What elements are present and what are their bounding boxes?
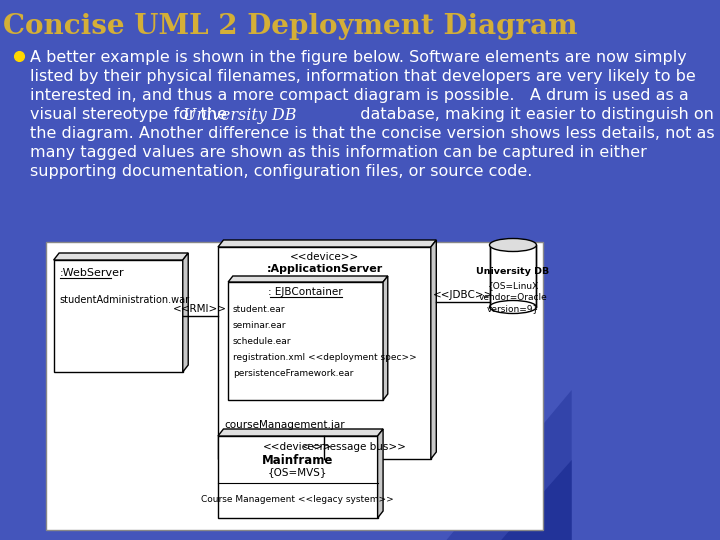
Text: registration.xml <<deployment spec>>: registration.xml <<deployment spec>>: [233, 353, 417, 361]
Polygon shape: [218, 429, 383, 436]
Text: <<message bus>>: <<message bus>>: [302, 442, 406, 452]
Polygon shape: [446, 390, 572, 540]
Bar: [53, 260, 183, 372]
Text: {OS=LinuX: {OS=LinuX: [487, 281, 539, 291]
Ellipse shape: [490, 300, 536, 314]
Text: : EJBContainer: : EJBContainer: [269, 287, 343, 297]
Polygon shape: [501, 460, 572, 540]
Text: schedule.ear: schedule.ear: [233, 336, 292, 346]
Text: Concise UML 2 Deployment Diagram: Concise UML 2 Deployment Diagram: [3, 12, 577, 39]
Text: :ApplicationServer: :ApplicationServer: [266, 264, 382, 274]
Ellipse shape: [490, 239, 536, 252]
Text: visual stereotype for the                          database, making it easier to: visual stereotype for the database, maki…: [30, 107, 714, 122]
Text: {OS=MVS}: {OS=MVS}: [268, 467, 328, 477]
Text: University DB: University DB: [477, 267, 549, 275]
Bar: [490, 245, 536, 307]
Bar: [218, 247, 431, 459]
Bar: [46, 242, 543, 530]
Polygon shape: [228, 276, 388, 282]
Text: courseManagement.jar: courseManagement.jar: [224, 420, 345, 430]
Polygon shape: [183, 253, 188, 372]
Bar: [228, 282, 383, 400]
Bar: [218, 436, 377, 518]
Text: <<device>>: <<device>>: [264, 442, 333, 452]
Text: many tagged values are shown as this information can be captured in either: many tagged values are shown as this inf…: [30, 145, 647, 160]
Text: studentAdministration.war: studentAdministration.war: [60, 295, 190, 305]
Text: the diagram. Another difference is that the concise version shows less details, : the diagram. Another difference is that …: [30, 126, 715, 141]
Polygon shape: [218, 240, 436, 247]
Polygon shape: [383, 276, 388, 400]
Text: {OS=Solaris}: {OS=Solaris}: [288, 275, 361, 285]
Text: student.ear: student.ear: [233, 305, 285, 314]
Text: :WebServer: :WebServer: [60, 268, 125, 278]
Text: vendor=Oracle: vendor=Oracle: [479, 294, 547, 302]
Polygon shape: [53, 253, 188, 260]
Text: seminar.ear: seminar.ear: [233, 321, 287, 329]
Text: persistenceFramework.ear: persistenceFramework.ear: [233, 368, 354, 377]
Text: <<device>>: <<device>>: [289, 252, 359, 262]
Text: listed by their physical filenames, information that developers are very likely : listed by their physical filenames, info…: [30, 69, 696, 84]
Text: interested in, and thus a more compact diagram is possible.   A drum is used as : interested in, and thus a more compact d…: [30, 88, 689, 103]
Text: A better example is shown in the figure below. Software elements are now simply: A better example is shown in the figure …: [30, 50, 687, 65]
Text: Mainframe: Mainframe: [262, 454, 333, 467]
Polygon shape: [431, 240, 436, 459]
Text: version=9}: version=9}: [487, 305, 539, 314]
Polygon shape: [377, 429, 383, 518]
Text: supporting documentation, configuration files, or source code.: supporting documentation, configuration …: [30, 164, 533, 179]
Text: Course Management <<legacy system>>: Course Management <<legacy system>>: [202, 495, 394, 503]
Text: <<JDBC>>: <<JDBC>>: [433, 290, 493, 300]
Text: University DB: University DB: [183, 107, 296, 124]
Text: <<RMI>>: <<RMI>>: [173, 304, 227, 314]
